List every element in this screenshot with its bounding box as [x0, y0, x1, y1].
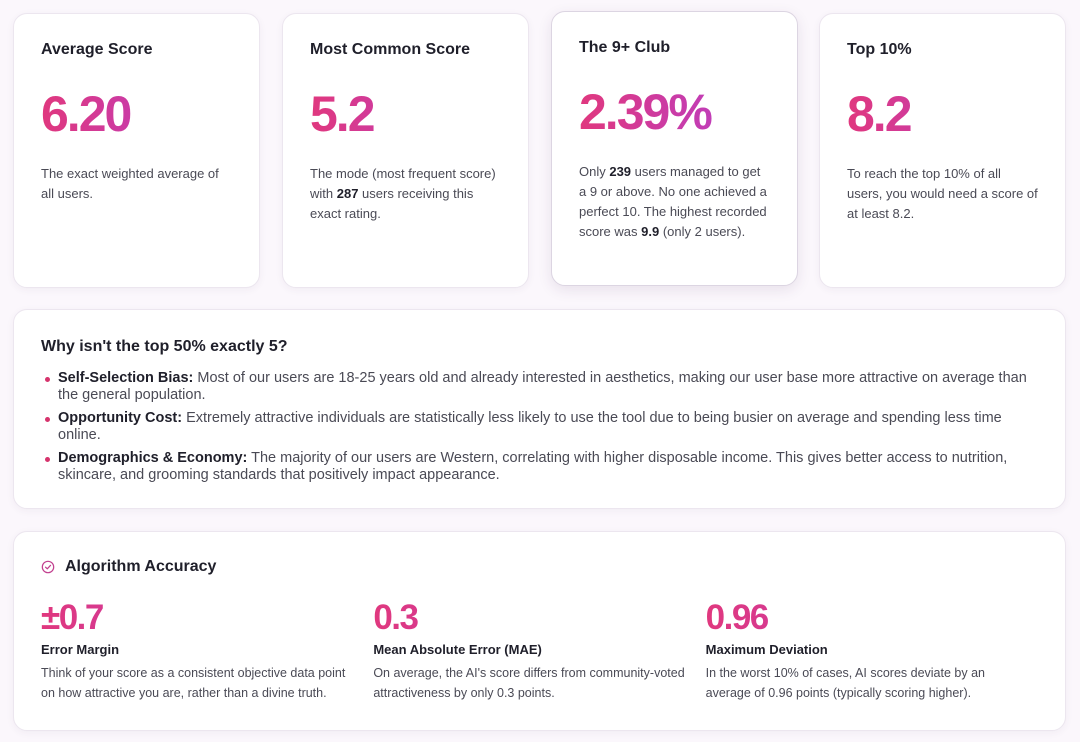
why-list-item: Opportunity Cost: Extremely attractive i…	[41, 410, 1038, 444]
metric-label: Maximum Deviation	[705, 642, 828, 657]
why-item-text: Extremely attractive individuals are sta…	[58, 410, 1002, 443]
accuracy-title: Algorithm Accuracy	[65, 558, 217, 575]
why-item-text: Most of our users are 18-25 years old an…	[58, 370, 1027, 403]
why-list-item: Self-Selection Bias: Most of our users a…	[41, 370, 1038, 404]
stat-description: To reach the top 10% of all users, you w…	[847, 164, 1038, 224]
stat-card-average-score: Average Score 6.20 The exact weighted av…	[13, 13, 260, 288]
metric-error-margin: ±0.7 Error Margin Think of your score as…	[41, 598, 373, 703]
algorithm-accuracy-card: Algorithm Accuracy ±0.7 Error Margin Thi…	[13, 531, 1066, 731]
stat-value: 6.20	[41, 86, 232, 142]
metric-label: Error Margin	[41, 642, 120, 657]
why-item-label: Opportunity Cost:	[58, 410, 183, 426]
stat-title: Most Common Score	[310, 41, 471, 58]
stat-description: The mode (most frequent score) with 287 …	[310, 164, 501, 224]
why-item-label: Demographics & Economy:	[58, 450, 248, 466]
accuracy-header: Algorithm Accuracy	[41, 558, 1038, 576]
stat-description-text: Only	[579, 164, 610, 179]
stat-value: 8.2	[847, 86, 1038, 142]
stat-description-text: (only 2 users).	[659, 224, 746, 239]
stat-card-nine-plus-club: The 9+ Club 2.39% Only 239 users managed…	[551, 11, 798, 286]
stat-title: Top 10%	[847, 41, 912, 58]
stat-title: Average Score	[41, 41, 153, 58]
why-title: Why isn't the top 50% exactly 5?	[41, 338, 288, 355]
metric-value: 0.96	[706, 598, 1018, 638]
metric-value: ±0.7	[41, 598, 353, 638]
metric-max-deviation: 0.96 Maximum Deviation In the worst 10% …	[706, 598, 1038, 703]
why-not-fifty-card: Why isn't the top 50% exactly 5? Self-Se…	[13, 309, 1066, 509]
stat-description-text: The exact weighted average of all users.	[41, 166, 219, 201]
accuracy-metrics: ±0.7 Error Margin Think of your score as…	[41, 598, 1038, 703]
metric-value: 0.3	[373, 598, 685, 638]
stat-title: The 9+ Club	[579, 39, 671, 56]
stat-value: 2.39%	[579, 84, 770, 140]
stat-description-text: users managed to get a 9 or above. No on…	[579, 164, 767, 239]
stat-card-most-common-score: Most Common Score 5.2 The mode (most fre…	[282, 13, 529, 288]
stat-description-highlight: 287	[336, 186, 359, 201]
metric-description: On average, the AI's score differs from …	[373, 666, 685, 700]
metric-description: In the worst 10% of cases, AI scores dev…	[705, 666, 985, 700]
why-item-text: The majority of our users are Western, c…	[58, 450, 1008, 483]
why-list: Self-Selection Bias: Most of our users a…	[41, 370, 1038, 484]
stat-description-text: The mode (most frequent score) with	[310, 166, 496, 201]
stat-value: 5.2	[310, 86, 501, 142]
stat-description-highlight: 9.9	[641, 224, 660, 239]
stat-card-top-ten-percent: Top 10% 8.2 To reach the top 10% of all …	[819, 13, 1066, 288]
why-item-label: Self-Selection Bias:	[58, 370, 194, 386]
why-list-item: Demographics & Economy: The majority of …	[41, 450, 1038, 484]
metric-mae: 0.3 Mean Absolute Error (MAE) On average…	[373, 598, 705, 703]
metric-description: Think of your score as a consistent obje…	[41, 666, 346, 700]
stat-description-text: users receiving this exact rating.	[310, 186, 474, 221]
stat-description: The exact weighted average of all users.	[41, 164, 232, 204]
stat-description-highlight: 239	[609, 164, 632, 179]
metric-label: Mean Absolute Error (MAE)	[373, 642, 542, 657]
stat-description-text: To reach the top 10% of all users, you w…	[847, 166, 1038, 221]
check-circle-icon	[41, 560, 55, 574]
stat-description: Only 239 users managed to get a 9 or abo…	[579, 162, 770, 242]
